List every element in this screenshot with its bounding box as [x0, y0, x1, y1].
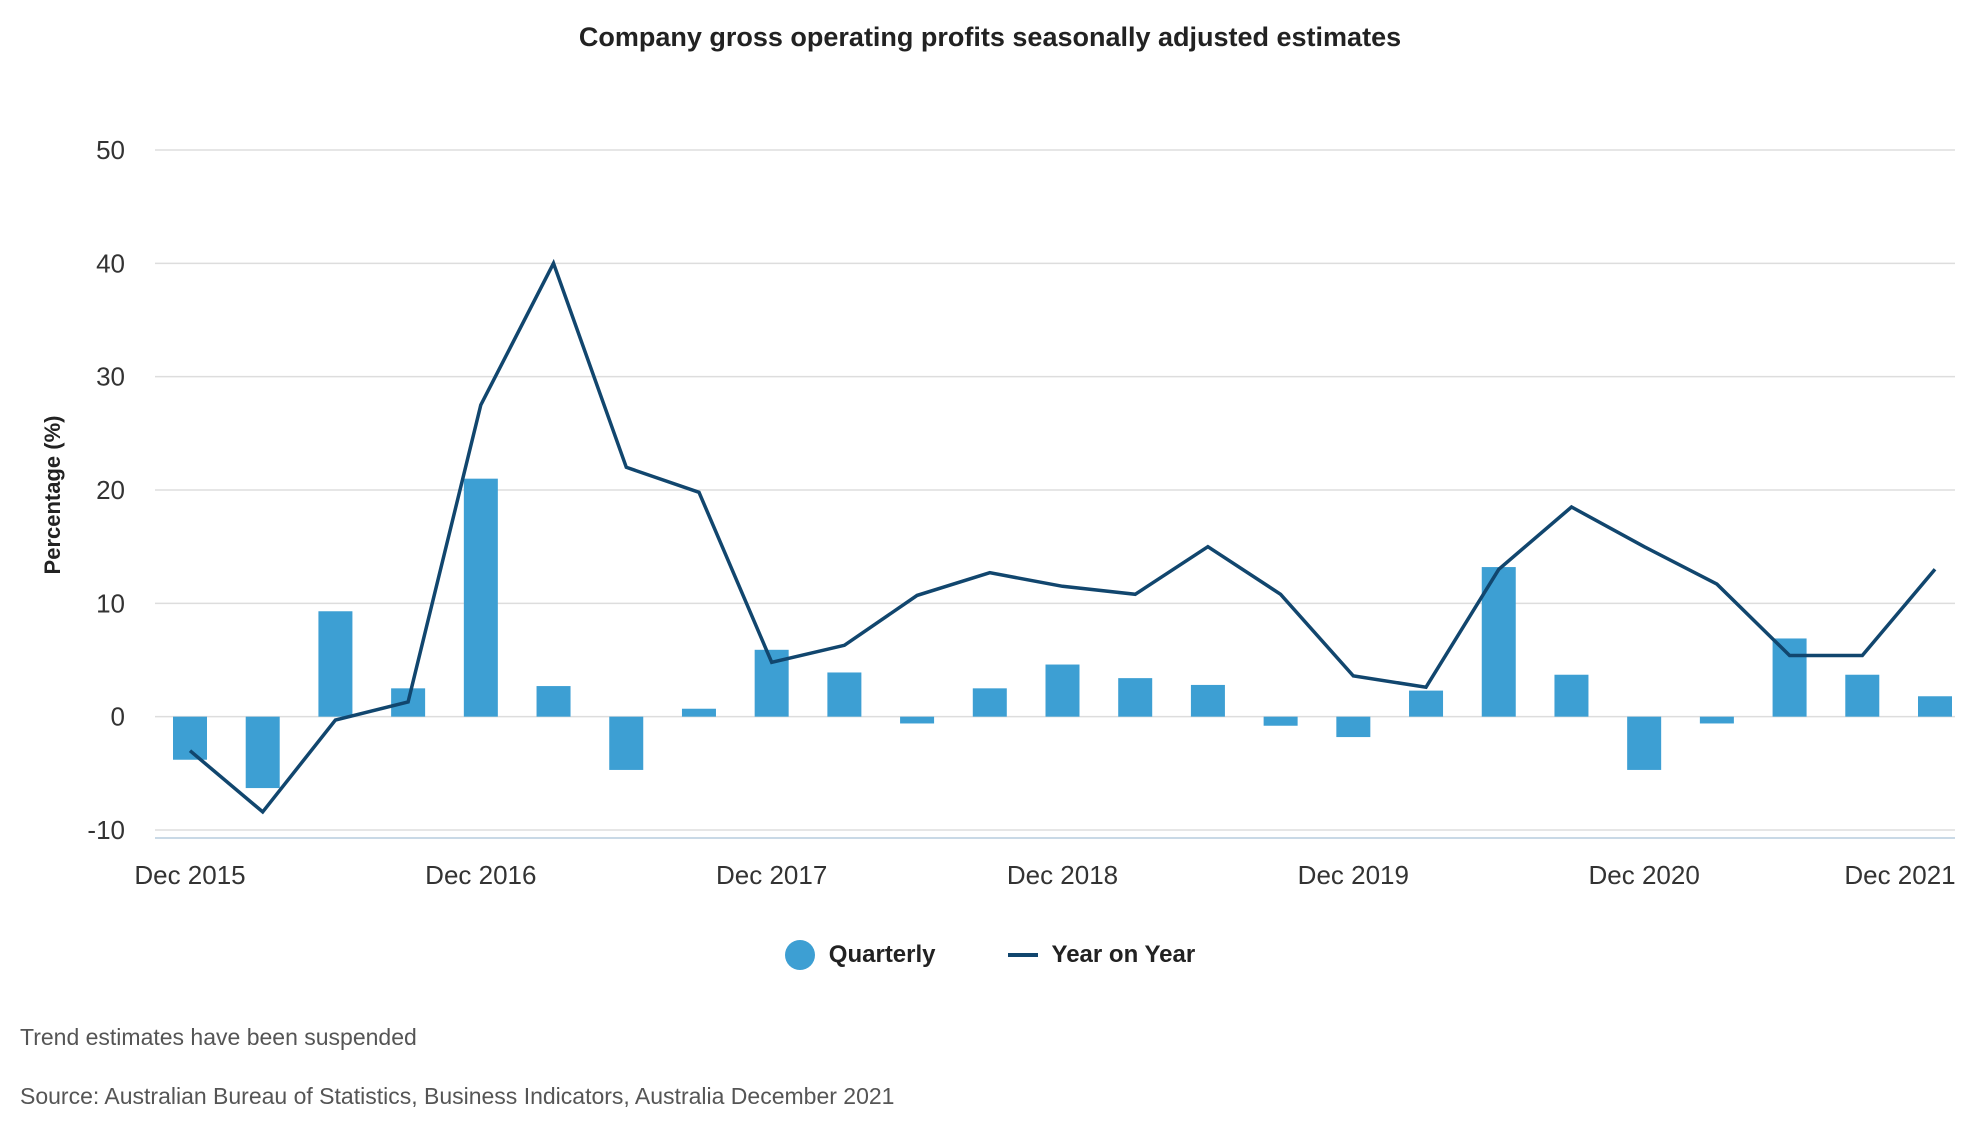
quarterly-bar[interactable]	[1772, 638, 1807, 717]
quarterly-bar[interactable]	[1118, 678, 1153, 717]
x-tick-label: Dec 2015	[134, 860, 245, 890]
year-on-year-line-group	[188, 258, 1937, 815]
legend-line-icon	[1007, 953, 1038, 957]
quarterly-bar[interactable]	[1409, 690, 1444, 717]
quarterly-bar[interactable]	[1190, 684, 1225, 717]
quarterly-bar[interactable]	[972, 688, 1007, 717]
legend-dot-icon	[784, 940, 815, 970]
y-tick-label: 10	[96, 588, 125, 618]
quarterly-bar[interactable]	[173, 716, 207, 760]
year-on-year-line[interactable]	[188, 258, 1937, 815]
y-axis-ticks: -10 0 10 20 30 40 50	[87, 135, 125, 845]
source-note: Source: Australian Bureau of Statistics,…	[20, 1083, 895, 1109]
y-tick-label: 50	[96, 135, 125, 165]
quarterly-bar[interactable]	[1627, 716, 1662, 770]
quarterly-bar[interactable]	[245, 716, 280, 789]
quarterly-bar[interactable]	[1336, 716, 1371, 738]
legend: Quarterly Year on Year	[0, 940, 1980, 970]
y-tick-label: 20	[96, 475, 125, 505]
x-tick-label: Dec 2017	[716, 860, 827, 890]
y-tick-label: 40	[96, 248, 125, 278]
quarterly-bar[interactable]	[609, 716, 644, 770]
quarterly-bar[interactable]	[1263, 716, 1298, 726]
quarterly-bar[interactable]	[463, 478, 498, 717]
trend-note: Trend estimates have been suspended	[20, 1024, 417, 1050]
y-tick-label: 0	[111, 702, 125, 732]
x-tick-label: Dec 2018	[1007, 860, 1118, 890]
y-tick-label: 30	[96, 362, 125, 392]
quarterly-bar[interactable]	[1554, 674, 1589, 717]
x-axis-ticks: Dec 2015 Dec 2016 Dec 2017 Dec 2018 Dec 2019…	[134, 860, 1955, 890]
quarterly-bar[interactable]	[318, 611, 353, 717]
quarterly-bar[interactable]	[827, 672, 862, 717]
quarterly-bar[interactable]	[1045, 664, 1080, 717]
y-tick-label: -10	[87, 815, 125, 845]
legend-label-quarterly: Quarterly	[828, 941, 936, 968]
y-axis-title: Percentage (%)	[40, 416, 65, 575]
legend-item-year-on-year[interactable]: Year on Year	[1007, 941, 1196, 969]
x-tick-label: Dec 2021	[1844, 860, 1955, 890]
quarterly-bar[interactable]	[1481, 567, 1516, 717]
quarterly-bar[interactable]	[681, 708, 716, 717]
chart-title: Company gross operating profits seasonal…	[578, 22, 1402, 52]
x-tick-label: Dec 2019	[1298, 860, 1409, 890]
quarterly-bar[interactable]	[900, 716, 935, 724]
quarterly-bars	[173, 478, 1952, 789]
grid-lines	[155, 149, 1955, 839]
quarterly-bar[interactable]	[1845, 674, 1880, 717]
x-tick-label: Dec 2020	[1589, 860, 1700, 890]
legend-item-quarterly[interactable]: Quarterly	[784, 940, 936, 970]
quarterly-bar[interactable]	[536, 686, 571, 717]
quarterly-bar[interactable]	[1918, 696, 1952, 717]
quarterly-bar[interactable]	[1699, 716, 1734, 724]
x-tick-label: Dec 2016	[425, 860, 536, 890]
legend-label-year-on-year: Year on Year	[1051, 941, 1196, 968]
